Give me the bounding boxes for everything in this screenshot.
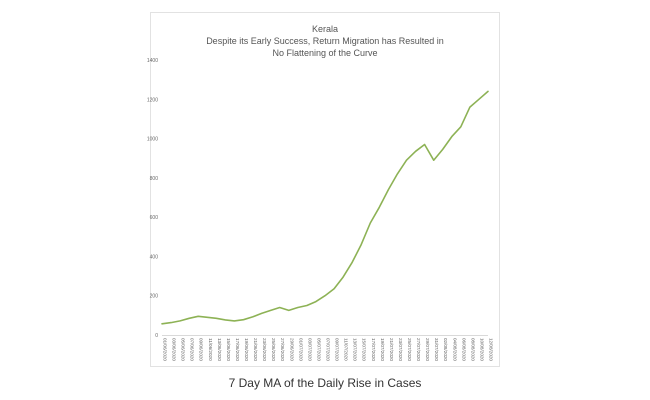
x-tick-label: 23/06/2020 (262, 338, 267, 361)
chart-title: Kerala (311, 24, 338, 34)
x-tick-label: 13/07/2020 (353, 338, 358, 361)
x-tick-label: 29/07/2020 (425, 338, 430, 361)
x-tick-label: 23/07/2020 (398, 338, 403, 361)
x-tick-label: 13/06/2020 (217, 338, 222, 361)
y-tick-label: 1000 (147, 137, 158, 143)
x-tick-label: 07/07/2020 (326, 338, 331, 361)
x-tick-label: 09/06/2020 (199, 338, 204, 361)
x-tick-label: 25/07/2020 (407, 338, 412, 361)
x-tick-label: 05/07/2020 (316, 338, 321, 361)
x-tick-label: 21/06/2020 (253, 338, 258, 361)
x-tick-label: 15/07/2020 (362, 338, 367, 361)
y-tick-label: 1200 (147, 97, 158, 103)
y-tick-label: 1400 (147, 58, 158, 64)
x-tick-label: 01/07/2020 (298, 338, 303, 361)
chart-frame (150, 12, 500, 367)
x-tick-label: 27/06/2020 (280, 338, 285, 361)
x-tick-label: 25/06/2020 (271, 338, 276, 361)
x-tick-label: 07/06/2020 (190, 338, 195, 361)
x-tick-label: 15/06/2020 (226, 338, 231, 361)
x-tick-label: 17/06/2020 (235, 338, 240, 361)
x-tick-label: 05/06/2020 (181, 338, 186, 361)
x-tick-label: 27/07/2020 (416, 338, 421, 361)
x-tick-label: 10/08/2020 (479, 338, 484, 361)
x-tick-label: 17/07/2020 (371, 338, 376, 361)
x-tick-label: 19/06/2020 (244, 338, 249, 361)
chart-subtitle-line-2: No Flattening of the Curve (272, 48, 378, 58)
x-tick-label: 04/08/2020 (452, 338, 457, 361)
x-tick-label: 03/06/2020 (172, 338, 177, 361)
series-line (161, 90, 489, 325)
x-tick-label: 01/06/2020 (163, 338, 168, 361)
y-tick-label: 800 (150, 176, 159, 182)
y-tick-label: 600 (150, 215, 159, 221)
x-tick-label: 11/06/2020 (208, 338, 213, 361)
x-tick-label: 21/07/2020 (389, 338, 394, 361)
x-tick-label: 11/07/2020 (344, 338, 349, 361)
x-tick-label: 12/08/2020 (489, 338, 494, 361)
chart-subtitle-line-1: Despite its Early Success, Return Migrat… (206, 36, 444, 46)
x-tick-label: 31/07/2020 (434, 338, 439, 361)
x-tick-label: 08/08/2020 (470, 338, 475, 361)
y-tick-label: 400 (150, 254, 159, 260)
x-tick-label: 03/07/2020 (307, 338, 312, 361)
y-tick-label: 0 (155, 333, 158, 339)
chart-caption: 7 Day MA of the Daily Rise in Cases (228, 376, 422, 390)
x-tick-label: 19/07/2020 (380, 338, 385, 361)
x-tick-label: 29/06/2020 (289, 338, 294, 361)
x-tick-label: 06/08/2020 (461, 338, 466, 361)
x-tick-label: 02/08/2020 (443, 338, 448, 361)
y-tick-label: 200 (150, 294, 159, 300)
x-tick-label: 09/07/2020 (335, 338, 340, 361)
